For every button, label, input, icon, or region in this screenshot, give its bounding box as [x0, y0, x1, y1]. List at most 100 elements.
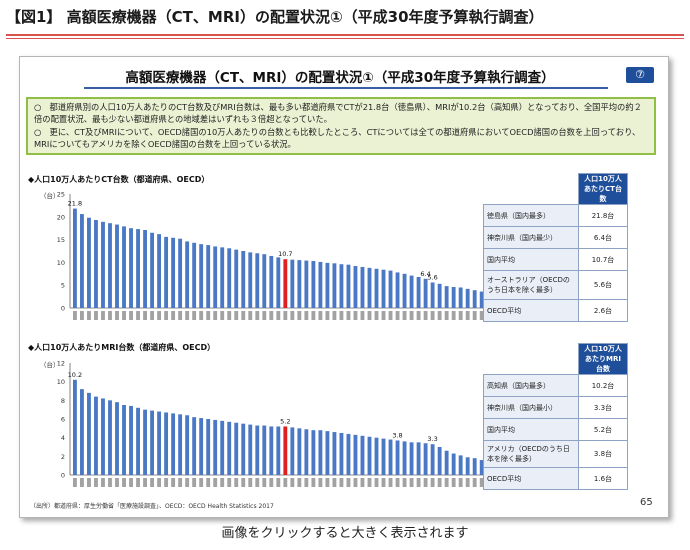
x-tick-label-glyph: [304, 478, 309, 487]
bar: [255, 425, 260, 475]
bar: [171, 237, 176, 308]
x-tick-label-glyph: [248, 478, 253, 487]
x-tick-label-glyph: [178, 311, 183, 320]
heading-rule: [6, 34, 684, 36]
bar: [451, 287, 456, 308]
x-tick-label-glyph: [220, 478, 225, 487]
bar: [479, 460, 484, 475]
x-tick-label-glyph: [353, 311, 358, 320]
x-tick-label-glyph: [234, 478, 239, 487]
bar: [122, 405, 126, 475]
bar: [115, 224, 119, 308]
bar: [416, 442, 421, 475]
x-tick-label-glyph: [255, 478, 260, 487]
x-tick-label-glyph: [199, 478, 204, 487]
bar: [367, 436, 372, 475]
x-tick-label-glyph: [409, 311, 414, 320]
bar: [458, 287, 463, 308]
x-tick-label-glyph: [122, 311, 126, 320]
enlarge-caption[interactable]: 画像をクリックすると大きく表示されます: [221, 526, 469, 541]
x-tick-label-glyph: [395, 478, 400, 487]
summary-point-2: ○ 更に、CT及びMRIについて、OECD諸国の10万人あたりの台数とも比較した…: [34, 126, 641, 149]
x-tick-label-glyph: [192, 478, 197, 487]
slide-image[interactable]: 高額医療機器（CT、MRI）の配置状況①（平成30年度予算執行調査） ⑦ ○ 都…: [19, 56, 669, 518]
mri-row-value: 3.3台: [578, 396, 628, 419]
bar: [213, 419, 218, 475]
table-row: 国内平均 10.7台: [483, 248, 628, 271]
bar: [255, 253, 260, 308]
x-tick-label-glyph: [325, 478, 330, 487]
data-label: 10.2: [68, 371, 82, 379]
y-tick-label: 15: [57, 236, 65, 244]
bar: [241, 423, 246, 475]
x-tick-label-glyph: [423, 311, 428, 320]
bar: [248, 252, 253, 308]
summary-point-1: ○ 都道府県別の人口10万人あたりのCT台数及びMRI台数は、最も多い都道府県で…: [34, 102, 642, 125]
bar: [472, 458, 477, 475]
bar: [402, 273, 407, 308]
table-row: 国内平均 5.2台: [483, 418, 628, 441]
mri-row-label: 神奈川県（国内最小）: [483, 396, 579, 419]
mri-table-header: 人口10万人あたりMRI台数: [578, 343, 628, 375]
x-tick-label-glyph: [150, 478, 155, 487]
bar: [269, 256, 274, 308]
x-tick-label-glyph: [416, 311, 421, 320]
x-tick-label-glyph: [101, 311, 105, 320]
bar: [381, 269, 386, 308]
x-tick-label-glyph: [129, 311, 133, 320]
y-tick-label: 10: [57, 259, 65, 267]
bar: [199, 418, 204, 475]
x-tick-label-glyph: [479, 478, 484, 487]
x-tick-label-glyph: [213, 478, 218, 487]
bar: [304, 260, 309, 308]
x-tick-label-glyph: [87, 311, 91, 320]
x-tick-label-glyph: [164, 478, 169, 487]
y-tick-label: 10: [57, 378, 65, 386]
x-tick-label-glyph: [192, 311, 197, 320]
x-tick-label-glyph: [367, 478, 372, 487]
x-tick-label-glyph: [437, 311, 442, 320]
x-tick-label-glyph: [381, 478, 386, 487]
bar: [136, 229, 140, 308]
ct-table-header: 人口10万人あたりCT台数: [578, 173, 628, 205]
x-tick-label-glyph: [73, 478, 77, 487]
bar: [381, 438, 386, 475]
bar: [430, 282, 435, 308]
x-tick-label-glyph: [332, 311, 337, 320]
ct-row-value: 2.6台: [578, 299, 628, 322]
y-tick-label: 6: [61, 416, 65, 424]
ct-row-label: 神奈川県（国内最少）: [483, 226, 579, 249]
x-tick-label-glyph: [227, 311, 232, 320]
bar: [451, 453, 456, 475]
bar: [143, 230, 147, 308]
x-tick-label-glyph: [297, 311, 302, 320]
bar: [164, 412, 169, 475]
bar: [437, 283, 442, 308]
x-tick-label-glyph: [143, 478, 147, 487]
x-tick-label-glyph: [122, 478, 126, 487]
bar: [465, 457, 470, 475]
chart-title: ◆人口10万人あたりMRI台数（都道府県、OECD）: [28, 342, 215, 352]
x-tick-label-glyph: [388, 311, 393, 320]
y-tick-label: 20: [57, 213, 65, 221]
data-label: 3.8: [392, 431, 402, 439]
page-heading: 【図1】 高額医療機器（CT、MRI）の配置状況①（平成30年度予算執行調査）: [6, 8, 544, 26]
bar: [192, 417, 197, 475]
bar: [472, 290, 477, 308]
x-tick-label-glyph: [269, 478, 274, 487]
ct-row-value: 21.8台: [578, 204, 628, 227]
x-tick-label-glyph: [444, 478, 449, 487]
x-tick-label-glyph: [346, 478, 351, 487]
bar: [479, 291, 484, 308]
bar: [227, 248, 232, 308]
source-note: （出所）都道府県：厚生労働省「医療施設調査」、OECD：OECD Health …: [30, 503, 274, 510]
title-rule: [84, 87, 608, 89]
mri-row-value: 5.2台: [578, 418, 628, 441]
bar: [80, 214, 84, 308]
bar: [283, 259, 288, 308]
table-row: OECD平均 2.6台: [483, 299, 628, 322]
x-tick-label-glyph: [241, 478, 246, 487]
x-tick-label-glyph: [318, 311, 323, 320]
chart-title: ◆人口10万人あたりCT台数（都道府県、OECD）: [28, 174, 209, 184]
bar: [388, 439, 393, 475]
